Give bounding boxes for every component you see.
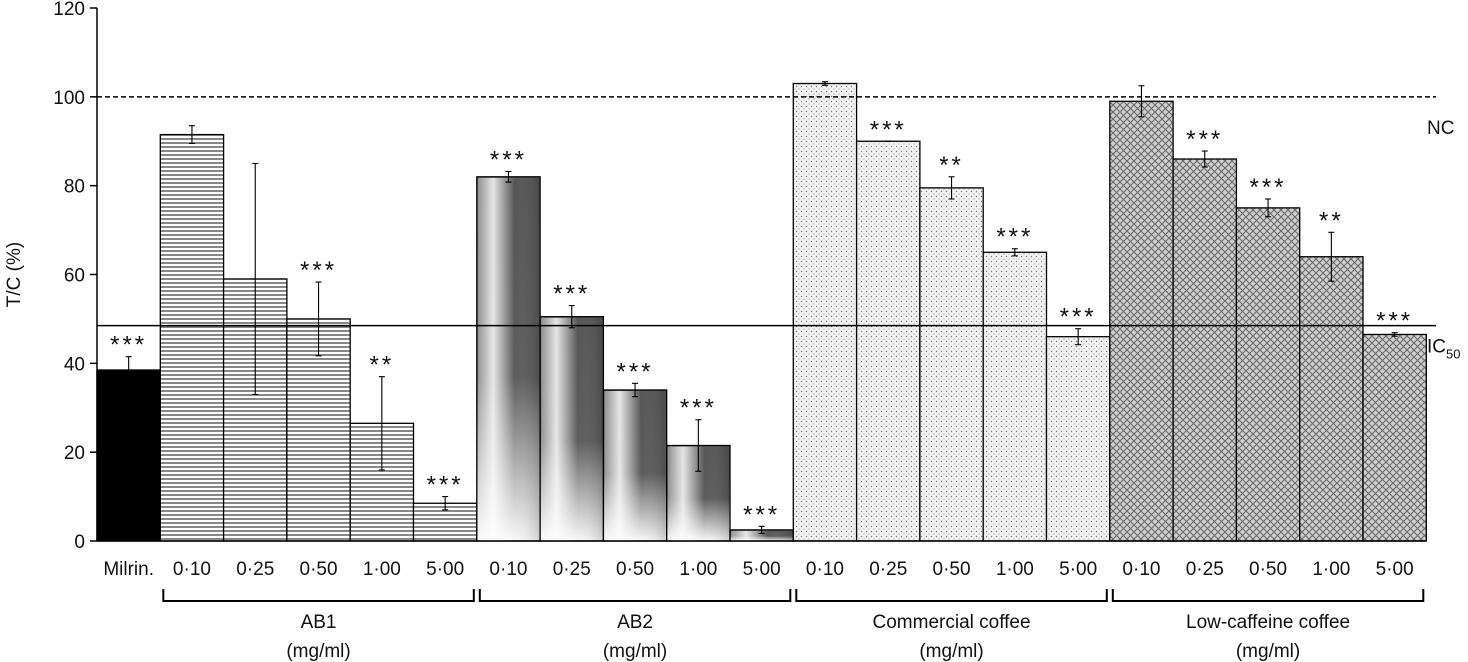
group-unit-label: (mg/ml) [919,641,983,662]
x-tick-label: 5·00 [1059,559,1097,580]
bar [982,251,1048,542]
bar [159,133,225,542]
y-tick-label: 40 [64,354,85,375]
bar-shading [477,177,540,542]
nc-label: NC [1427,118,1454,139]
ic50-subscript: 50 [1446,347,1460,362]
x-tick-label: 0·50 [933,559,971,580]
significance-label: ** [370,352,395,379]
y-tick-label: 120 [53,0,85,20]
bar [855,140,921,542]
significance-label: *** [1186,126,1223,153]
y-axis-title: T/C (%) [4,242,25,307]
y-tick-label: 0 [74,532,85,553]
group-bracket [162,589,475,602]
x-tick-label: 0·10 [1122,559,1160,580]
group-label: Commercial coffee [873,612,1031,633]
group-label: AB1 [301,612,337,633]
significance-label: ** [1319,207,1344,234]
x-tick-label: 0·10 [173,559,211,580]
x-tick-label: 1·00 [679,559,717,580]
significance-label: ** [939,152,964,179]
plot-area: 0 20 40 60 80 100 120 T/C (%) *** Milrin. 0·10 0·25… [4,0,1460,662]
bar-shading [731,530,793,541]
x-tick-label: 1·00 [363,559,401,580]
group-unit-label: (mg/ml) [603,641,667,662]
group-label: Low-caffeine coffee [1186,612,1350,633]
bar [1362,333,1427,542]
significance-label: *** [553,281,590,308]
significance-label: *** [300,257,337,284]
x-tick-label: 5·00 [743,559,781,580]
bar-shading [541,317,603,541]
x-tick-label: 1·00 [996,559,1034,580]
y-tick-label: 100 [53,88,85,109]
x-tick-label: 0·25 [236,559,274,580]
group-bracket [1111,589,1425,602]
bar [919,187,984,542]
x-tick-label: 0·25 [553,559,591,580]
x-tick-label: 5·00 [1376,559,1414,580]
bar [96,369,161,542]
ic50-label: IC50 [1427,337,1460,362]
x-tick-label: 0·50 [616,559,654,580]
bar [1299,256,1364,542]
x-tick-label: 0·25 [869,559,907,580]
y-tick-label: 60 [64,266,85,287]
bar-shading [604,390,666,541]
x-tick-label: 0·10 [806,559,844,580]
group-label: AB2 [617,612,653,633]
group-unit-label: (mg/ml) [1236,641,1300,662]
significance-label: *** [680,395,717,422]
significance-label: *** [1250,174,1287,201]
x-tick-label: 0·50 [1249,559,1287,580]
group-bracket [478,589,792,602]
x-tick-label: Milrin. [103,559,154,580]
significance-label: *** [490,146,527,173]
bar [1109,100,1174,542]
x-tick-label: 0·50 [300,559,338,580]
significance-label: *** [1060,304,1097,331]
bar [1172,158,1238,542]
bar [1045,336,1111,542]
significance-label: *** [743,501,780,528]
significance-label: *** [617,358,654,385]
x-tick-label: 0·10 [489,559,527,580]
y-tick-label: 20 [64,443,85,464]
significance-label: *** [870,116,907,143]
significance-label: *** [996,224,1033,251]
y-tick-label: 80 [64,177,85,198]
bar [792,82,858,542]
significance-label: *** [110,332,147,359]
bar [1235,207,1301,542]
x-tick-label: 5·00 [426,559,464,580]
x-tick-label: 1·00 [1312,559,1350,580]
x-tick-label: 0·25 [1186,559,1224,580]
group-unit-label: (mg/ml) [286,641,350,662]
significance-label: *** [427,472,464,499]
significance-label: *** [1376,308,1413,335]
group-bracket [795,589,1108,602]
